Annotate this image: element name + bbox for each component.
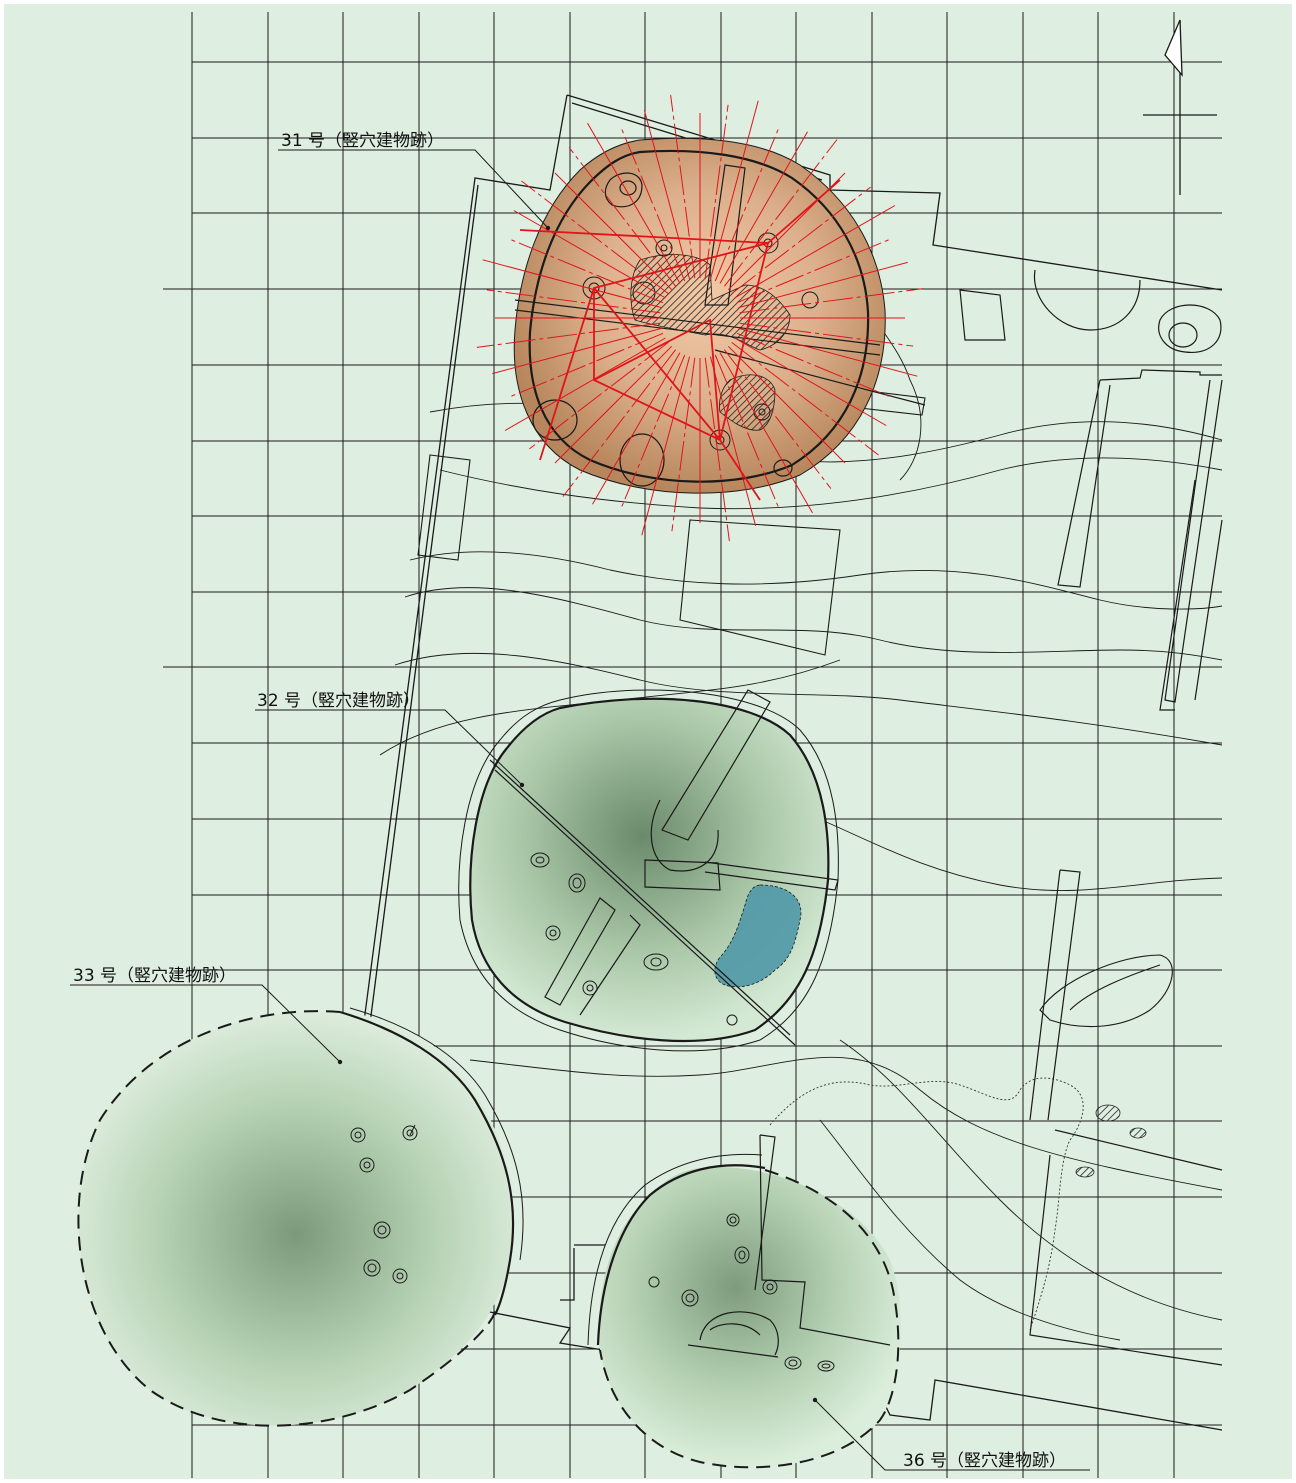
section-radial-line	[510, 239, 664, 304]
section-radial-line	[714, 128, 779, 282]
section-radial-line	[739, 288, 924, 314]
pit-33-outer-edge	[349, 1007, 524, 1261]
pit-33-dashed-outline	[77, 1010, 496, 1427]
section-radial-line	[587, 122, 681, 284]
pit-36-dashed-outline	[599, 1169, 900, 1469]
pit-32-water	[714, 884, 802, 988]
section-radial-line	[719, 131, 808, 284]
dotted-contour	[769, 1077, 1084, 1331]
section-radial-line	[643, 110, 691, 280]
pit-33-solid-edge	[339, 1010, 515, 1316]
section-radial-line	[731, 342, 879, 456]
label-leaders	[70, 149, 1090, 1471]
section-radial-line	[521, 180, 669, 294]
label-leader-dots	[337, 225, 818, 1403]
pit-36-interior	[687, 1134, 891, 1358]
section-radial-line	[738, 327, 918, 377]
pit-36-outer-edge	[587, 1153, 763, 1346]
section-radial-line	[621, 128, 686, 282]
pit-31	[476, 94, 926, 542]
section-radial-line	[736, 332, 890, 397]
pit-32-fill	[469, 697, 830, 1043]
section-radial-line	[739, 322, 914, 347]
section-radial-line	[554, 172, 673, 291]
pit-36-fill	[599, 1166, 901, 1468]
section-radial-line	[529, 342, 669, 450]
section-radial-line	[513, 210, 666, 299]
section-radial-line	[621, 354, 686, 508]
hatched-pits	[1075, 1104, 1147, 1178]
pit-32-outer-edge	[458, 689, 839, 1052]
right-structures	[959, 269, 1223, 1366]
pit-33-section-line	[409, 1124, 416, 1136]
label-pit-36: 36 号（竪穴建物跡）	[903, 1451, 1066, 1471]
section-radial-line	[482, 259, 662, 309]
pit-36-postholes	[648, 1213, 835, 1372]
section-radial-line	[562, 349, 676, 497]
trench-bands	[417, 389, 1173, 1028]
label-pit-33: 33 号（竪穴建物跡）	[73, 966, 236, 986]
pit-33-postholes	[350, 1125, 418, 1284]
pit-31-chord-lines	[519, 179, 841, 501]
section-radial-line	[734, 205, 896, 299]
section-radial-line	[504, 337, 666, 431]
pit-32-postholes	[530, 852, 738, 1026]
pit-31-inner-edge	[528, 149, 870, 483]
pit-33	[77, 1007, 524, 1427]
pit-33-fill	[78, 1011, 514, 1426]
section-radial-line	[736, 239, 890, 304]
section-radial-line	[671, 357, 696, 532]
section-radial-line	[724, 139, 838, 287]
section-radial-line	[704, 357, 730, 542]
label-pit-32: 32 号（竪穴建物跡）	[257, 691, 420, 711]
section-radial-line	[476, 322, 661, 348]
pit-31-section-lines	[476, 94, 924, 542]
pit-36	[587, 1134, 901, 1469]
section-radial-line	[568, 147, 676, 287]
section-radial-line	[709, 100, 759, 280]
pit-32	[458, 689, 839, 1052]
section-radial-line	[592, 352, 681, 505]
section-radial-line	[727, 345, 846, 464]
section-radial-line	[641, 356, 691, 536]
section-radial-line	[714, 354, 779, 508]
section-radial-line	[510, 332, 664, 397]
section-radial-line	[486, 289, 661, 314]
section-radial-line	[670, 94, 696, 279]
section-radial-line	[734, 337, 887, 426]
pit-36-solid-edge	[596, 1164, 766, 1346]
north-arrow-icon	[1143, 19, 1217, 195]
section-radial-line	[731, 186, 871, 294]
section-radial-line	[704, 104, 729, 279]
pit-32-interior	[489, 689, 839, 1046]
section-radial-line	[554, 345, 673, 464]
section-radial-line	[724, 349, 832, 489]
section-radial-line	[709, 356, 757, 526]
feature-labels: 31 号（竪穴建物跡） 32 号（竪穴建物跡） 33 号（竪穴建物跡） 36 号…	[73, 131, 1066, 1471]
section-radial-line	[738, 261, 908, 309]
label-pit-31: 31 号（竪穴建物跡）	[281, 131, 444, 151]
